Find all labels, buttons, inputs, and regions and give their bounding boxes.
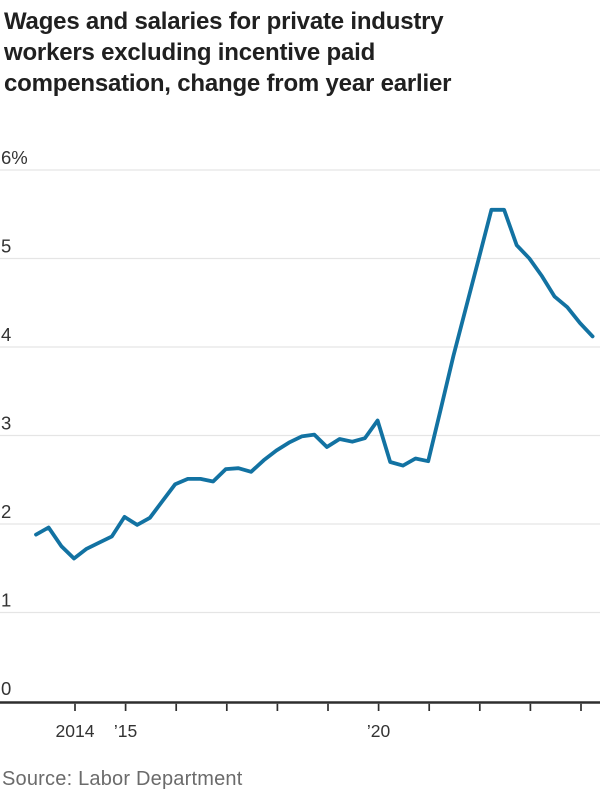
source-note: Source: Labor Department [2, 768, 243, 790]
chart-title-line-3: compensation, change from year earlier [4, 70, 452, 97]
chart-title-line-2: workers excluding incentive paid [4, 39, 376, 66]
x-tick-label: ’15 [114, 721, 137, 741]
y-tick-label: 3 [1, 413, 11, 434]
x-axis: 2014 ’15 ’20 [0, 701, 600, 741]
chart-title: Wages and salaries for private industry … [4, 6, 596, 99]
y-tick-label: 4 [1, 324, 11, 345]
x-tick-label: 2014 [56, 721, 95, 741]
y-tick-label: 5 [1, 236, 11, 257]
y-tick-label: 6% [1, 147, 28, 168]
gridlines [0, 169, 600, 614]
y-axis-labels: 0 1 2 3 4 5 6% [1, 147, 28, 699]
wages-line [34, 207, 595, 561]
y-tick-label: 1 [1, 590, 11, 611]
data-series [34, 207, 595, 561]
x-tick-label: ’20 [367, 721, 391, 741]
y-tick-label: 0 [1, 678, 11, 699]
chart-title-line-1: Wages and salaries for private industry [4, 8, 444, 35]
y-tick-label: 2 [1, 501, 11, 522]
